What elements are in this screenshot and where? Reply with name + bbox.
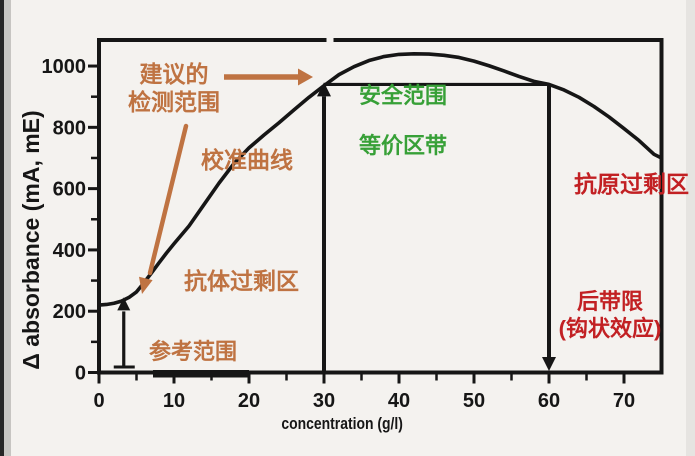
arrowhead (317, 82, 331, 97)
annotation-safe-range: 安全范围 (359, 83, 448, 108)
frame-gap (326, 36, 334, 44)
annotation-reference-range: 参考范围 (149, 339, 238, 364)
y-tick-label: 200 (53, 301, 86, 323)
y-tick-label: 0 (75, 363, 86, 385)
y-tick-label: 1000 (42, 56, 87, 78)
x-tick-label: 40 (388, 390, 410, 412)
annotation-line: 建议的 (139, 61, 209, 87)
y-axis-title: Δ absorbance (mA, mE) (18, 110, 44, 370)
x-axis-title-text: concentration (g/l) (281, 414, 403, 433)
recommended-range-down-arrow (147, 123, 189, 276)
x-axis-title: concentration (g/l) (252, 414, 432, 434)
annotation-antigen-excess-zone: 抗原过剩区 (574, 171, 689, 197)
arrowhead (139, 276, 153, 294)
x-tick-label: 60 (538, 390, 560, 412)
annotation-line: 检测范围 (128, 89, 220, 116)
reference-range-bar (153, 370, 249, 378)
plot-frame (97, 38, 664, 375)
x-tick-label: 70 (613, 390, 635, 412)
y-tick-label: 800 (53, 117, 86, 139)
x-tick-label: 20 (238, 390, 260, 412)
y-tick-label: 600 (53, 179, 86, 201)
y-tick-label: 400 (53, 240, 86, 262)
annotation-calibration-curve: 校准曲线 (201, 147, 293, 173)
arrowhead (298, 68, 313, 86)
annotation-recommended-detection-range: 建议的 检测范围 (118, 60, 230, 116)
x-tick-label: 0 (93, 390, 104, 412)
x-tick-label: 10 (163, 390, 185, 412)
annotation-hook-effect-limit: 后带限 (钩状效应) (550, 288, 670, 342)
annotation-line: 后带限 (576, 289, 643, 314)
arrowhead (542, 357, 556, 371)
annotation-equivalence-zone: 等价区带 (359, 133, 448, 158)
x-tick-label: 50 (463, 390, 485, 412)
annotation-line: (钩状效应) (558, 316, 662, 342)
video-edge-dark (0, 0, 4, 456)
annotation-antibody-excess-zone: 抗体过剩区 (184, 268, 299, 294)
arrowhead (117, 297, 131, 311)
video-edge-gray (4, 0, 11, 456)
video-edge-right (686, 0, 695, 456)
x-tick-label: 30 (313, 390, 335, 412)
